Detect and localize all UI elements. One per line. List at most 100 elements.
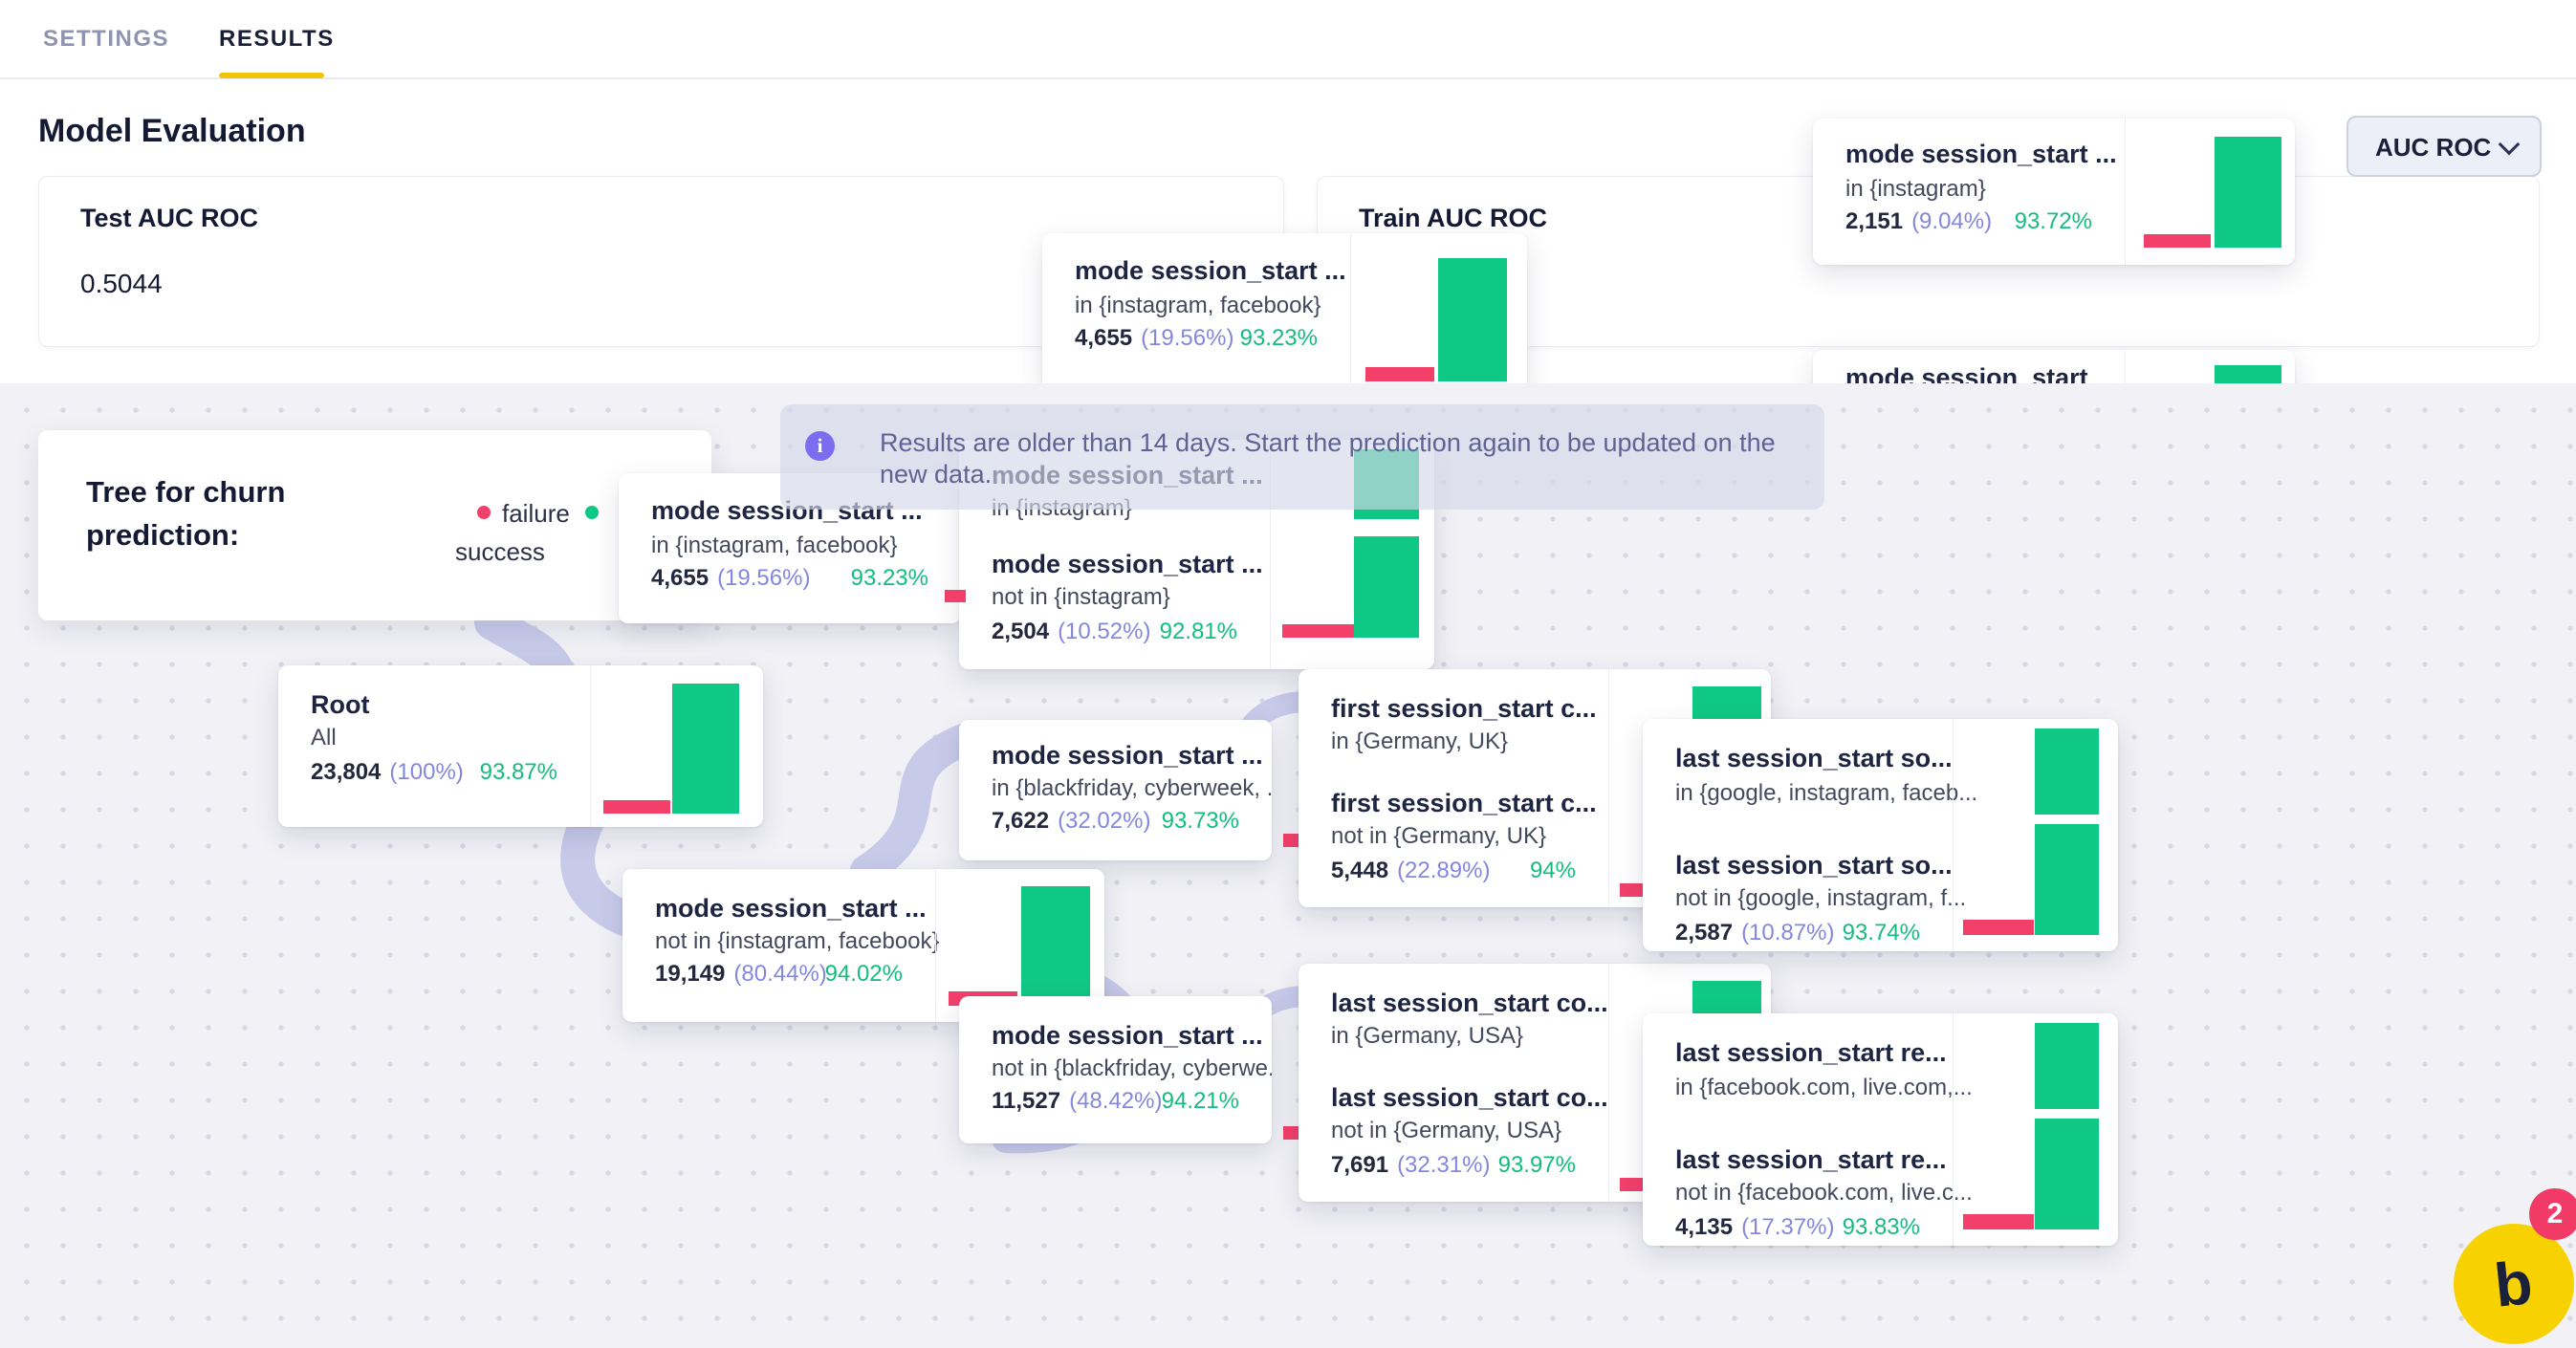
node-condition: not in {Germany, UK} bbox=[1331, 823, 1546, 849]
node-condition: not in {instagram, facebook} bbox=[655, 928, 940, 954]
failure-bar bbox=[1963, 920, 2034, 935]
card-divider bbox=[1953, 1013, 1954, 1246]
node-title: mode session_start bbox=[1845, 363, 2088, 383]
node-title: Root bbox=[311, 690, 370, 719]
tree-node-card-clipped[interactable]: mode session_start bbox=[1813, 350, 2295, 383]
node-title: mode session_start ... bbox=[992, 1021, 1263, 1050]
tree-node-card[interactable]: mode session_start ... not in {blackfrid… bbox=[959, 996, 1272, 1143]
page-title: Model Evaluation bbox=[38, 113, 306, 149]
node-score: 94% bbox=[1529, 858, 1576, 883]
active-tab-underline bbox=[219, 73, 324, 78]
node-share: (10.52%) bbox=[1058, 619, 1151, 644]
node-title: mode session_start ... bbox=[1075, 256, 1346, 285]
success-bar bbox=[1354, 536, 1419, 638]
success-bar bbox=[672, 684, 739, 814]
chat-unread-badge: 2 bbox=[2529, 1188, 2576, 1240]
tree-node-card[interactable]: mode session_start ... in {blackfriday, … bbox=[959, 720, 1272, 860]
node-share: (10.87%) bbox=[1741, 920, 1835, 946]
node-condition: not in {Germany, USA} bbox=[1331, 1118, 1562, 1143]
node-title: last session_start so... bbox=[1675, 851, 1953, 880]
node-score: 94.02% bbox=[824, 961, 903, 987]
node-score: 94.21% bbox=[1161, 1088, 1239, 1114]
node-share: (19.56%) bbox=[717, 565, 811, 591]
card-divider bbox=[590, 665, 591, 827]
info-icon: i bbox=[805, 431, 835, 461]
card-divider bbox=[1350, 233, 1351, 383]
tree-node-card[interactable]: mode session_start ... in {instagram} 2,… bbox=[1813, 119, 2295, 265]
node-share: (100%) bbox=[389, 759, 464, 785]
node-title: last session_start so... bbox=[1675, 744, 1953, 772]
tree-node-pair-card[interactable]: first session_start c... in {Germany, UK… bbox=[1299, 669, 1771, 907]
banner-text: Results are older than 14 days. Start th… bbox=[880, 428, 1776, 489]
node-condition: in {Germany, UK} bbox=[1331, 728, 1508, 754]
node-count: 2,504 bbox=[992, 619, 1050, 644]
node-condition: not in {facebook.com, live.c... bbox=[1675, 1180, 1973, 1206]
node-condition: not in {google, instagram, f... bbox=[1675, 885, 1967, 911]
node-condition: in {facebook.com, live.com,... bbox=[1675, 1075, 1973, 1100]
node-title: last session_start re... bbox=[1675, 1038, 1947, 1067]
node-condition: not in {instagram} bbox=[992, 584, 1170, 610]
node-share: (19.56%) bbox=[1141, 325, 1234, 351]
row-divider bbox=[1299, 1054, 1771, 1055]
node-score: 93.74% bbox=[1842, 920, 1920, 946]
success-bar bbox=[2035, 1023, 2099, 1109]
failure-bar bbox=[603, 800, 670, 814]
node-title: mode session_start ... bbox=[992, 550, 1263, 578]
node-title: last session_start re... bbox=[1675, 1145, 1947, 1174]
train-auc-title: Train AUC ROC bbox=[1359, 204, 1548, 232]
node-share: (80.44%) bbox=[733, 961, 827, 987]
node-count: 4,135 bbox=[1675, 1214, 1734, 1240]
row-divider bbox=[1643, 822, 2118, 823]
tab-results[interactable]: RESULTS bbox=[219, 26, 335, 52]
node-score: 93.72% bbox=[2014, 208, 2092, 234]
failure-bar-tip bbox=[945, 590, 966, 602]
success-dot-icon bbox=[585, 506, 599, 519]
tree-node-root-card[interactable]: Root All 23,804 (100%) 93.87% bbox=[278, 665, 763, 827]
tree-node-card[interactable]: mode session_start ... in {instagram, fa… bbox=[1042, 233, 1527, 383]
node-count: 4,655 bbox=[1075, 325, 1133, 351]
node-count: 2,587 bbox=[1675, 920, 1734, 946]
node-share: (17.37%) bbox=[1741, 1214, 1835, 1240]
success-bar bbox=[1438, 258, 1507, 381]
node-condition: in {instagram, facebook} bbox=[1075, 293, 1321, 318]
tree-node-pair-card[interactable]: last session_start so... in {google, ins… bbox=[1643, 719, 2118, 951]
card-divider bbox=[1953, 719, 1954, 951]
node-title: first session_start c... bbox=[1331, 789, 1597, 817]
chat-logo-b-icon: b bbox=[2491, 1248, 2537, 1320]
node-condition: in {google, instagram, faceb... bbox=[1675, 780, 1978, 806]
node-condition: All bbox=[311, 725, 337, 750]
row-divider bbox=[1299, 760, 1771, 761]
success-bar bbox=[1021, 886, 1090, 1006]
card-divider bbox=[1608, 669, 1609, 907]
node-score: 93.83% bbox=[1842, 1214, 1920, 1240]
node-score: 93.97% bbox=[1497, 1152, 1576, 1178]
tree-canvas[interactable]: Tree for churn prediction: failure succes… bbox=[0, 383, 2576, 1348]
card-divider bbox=[935, 869, 936, 1022]
tree-node-pair-card[interactable]: last session_start re... in {facebook.co… bbox=[1643, 1013, 2118, 1246]
node-count: 2,151 bbox=[1845, 208, 1904, 234]
failure-bar bbox=[1282, 624, 1354, 638]
node-title: last session_start co... bbox=[1331, 989, 1608, 1017]
node-share: (22.89%) bbox=[1397, 858, 1491, 883]
success-bar bbox=[2035, 1119, 2099, 1229]
node-condition: not in {blackfriday, cyberwe... bbox=[992, 1055, 1272, 1081]
legend-failure-label: failure bbox=[502, 499, 570, 528]
tab-settings[interactable]: SETTINGS bbox=[43, 26, 170, 52]
card-divider bbox=[1608, 964, 1609, 1202]
card-divider bbox=[1270, 440, 1271, 669]
card-divider bbox=[2125, 350, 2126, 383]
failure-bar-tip bbox=[1283, 834, 1299, 847]
node-title: mode session_start ... bbox=[1845, 140, 2117, 168]
node-count: 23,804 bbox=[311, 759, 382, 785]
chat-widget-button[interactable]: b bbox=[2454, 1224, 2574, 1344]
node-score: 92.81% bbox=[1159, 619, 1237, 644]
metric-dropdown[interactable]: AUC ROC bbox=[2347, 116, 2542, 177]
node-count: 5,448 bbox=[1331, 858, 1389, 883]
success-bar bbox=[2215, 137, 2281, 248]
success-bar bbox=[2035, 728, 2099, 815]
success-bar bbox=[2035, 824, 2099, 935]
node-condition: in {blackfriday, cyberweek, ... bbox=[992, 775, 1272, 801]
node-score: 93.23% bbox=[850, 565, 928, 591]
tree-legend-card: Tree for churn prediction: failure succes… bbox=[38, 430, 711, 620]
